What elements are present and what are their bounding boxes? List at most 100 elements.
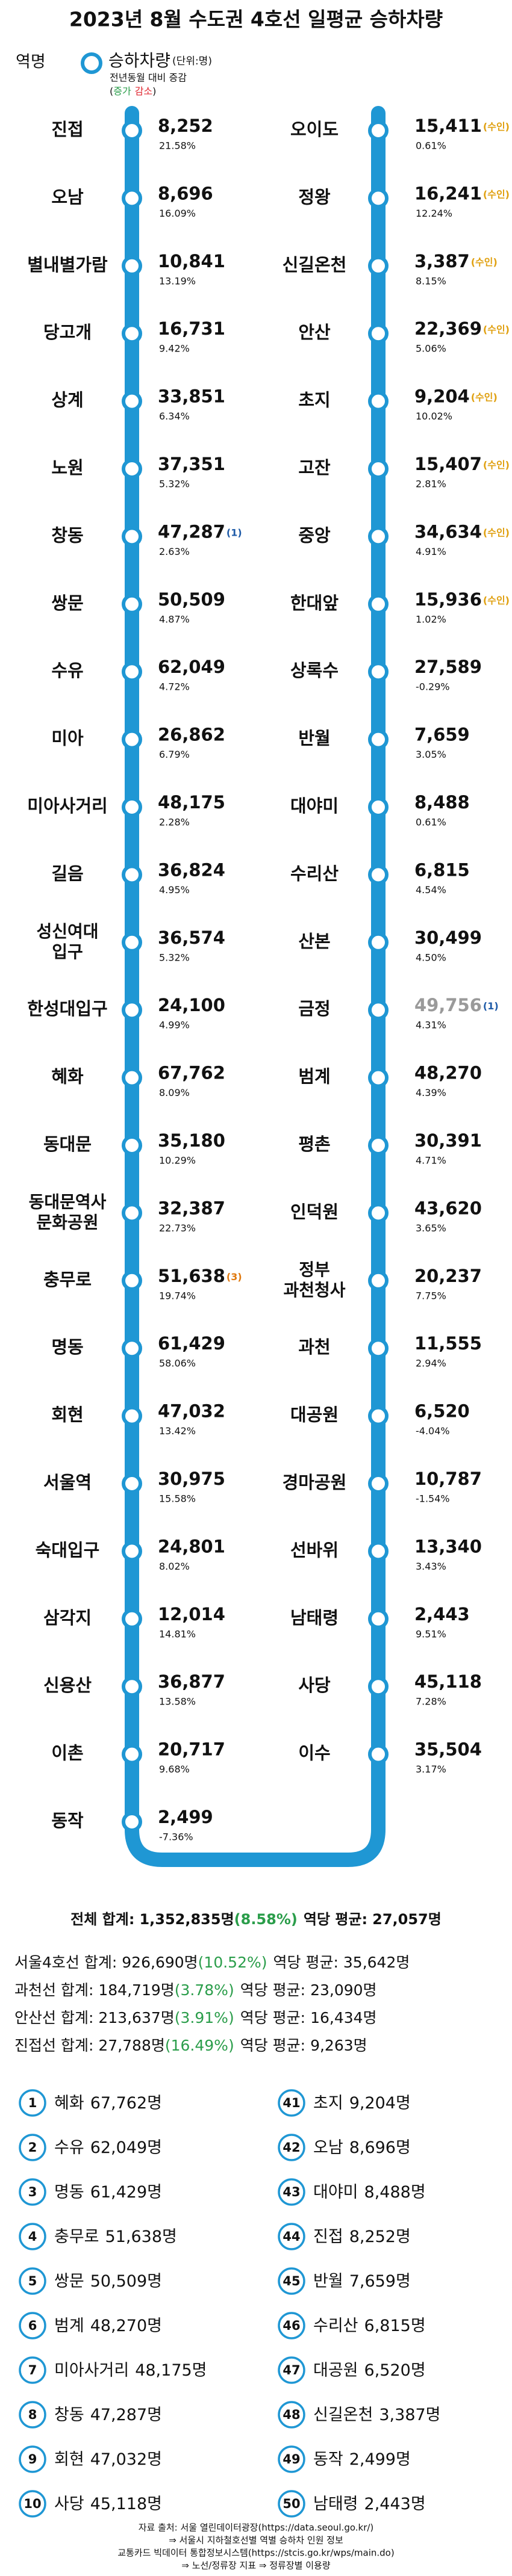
ridership: 8,252 [158, 116, 213, 136]
station-name: 신길온천 [283, 255, 347, 275]
summary-avg: 23,090명 [310, 1981, 376, 1999]
ridership: 27,589 [414, 657, 482, 677]
summary-change: (10.52%) [198, 1954, 267, 1971]
station-name: 오이도 [290, 119, 339, 140]
rank-entry: 혜화 67,762명 [54, 2094, 162, 2113]
ridership-note: (1) [483, 1000, 499, 1012]
rank-number: 44 [283, 2229, 300, 2244]
station-name: 미아사거리 [27, 796, 107, 816]
station-name: 남태령 [290, 1608, 339, 1628]
rank-badge [19, 2267, 46, 2295]
ridership-value: 37,351 [158, 454, 225, 474]
ridership: 43,620 [414, 1198, 482, 1218]
change-rate: 2.94% [416, 1358, 446, 1369]
change-rate: 5.06% [416, 343, 446, 355]
rank-badge [19, 2089, 46, 2117]
title: 2023년 8월 수도권 4호선 일평균 승하차량 [69, 8, 443, 31]
ridership-value: 8,488 [414, 792, 470, 813]
station-marker [122, 459, 142, 479]
ridership-value: 24,100 [158, 995, 225, 1015]
rank-number: 1 [28, 2096, 37, 2110]
rank-badge [278, 2178, 305, 2206]
summary-label: 서울4호선 합계: [14, 1954, 117, 1971]
summary-line: 안산선 합계: 213,637명(3.91%) 역당 평균: 16,434명 [14, 2009, 377, 2026]
subway-line [125, 106, 386, 1867]
ridership-value: 2,499 [158, 1807, 213, 1827]
ridership-value: 15,411 [414, 116, 482, 136]
ridership: 45,118 [414, 1671, 482, 1692]
rank-badge [278, 2356, 305, 2384]
ridership: 67,762 [158, 1063, 225, 1083]
ridership: 11,555 [414, 1333, 482, 1354]
rank-entry: 동작 2,499명 [313, 2450, 411, 2469]
rank-station: 초지 [313, 2094, 343, 2113]
ridership-value: 26,862 [158, 725, 225, 745]
rank-station: 수유 [54, 2138, 84, 2157]
change-rate: 4.87% [159, 613, 190, 625]
ridership-note: (수인) [471, 256, 498, 267]
legend-riders: 승하차량 (단위:명) [108, 51, 212, 70]
rank-riders: 62,049명 [90, 2138, 162, 2157]
station-marker [122, 1338, 142, 1359]
rank-entry: 초지 9,204명 [313, 2094, 411, 2113]
rank-riders: 9,204명 [349, 2094, 411, 2113]
station-marker [368, 593, 389, 615]
ridership: 22,369 (수인) [414, 318, 510, 339]
summary-sum: 926,690명 [122, 1954, 198, 1971]
change-rate: 4.50% [416, 952, 446, 963]
station-marker [368, 391, 389, 412]
summary-line: 과천선 합계: 184,719명(3.78%) 역당 평균: 23,090명 [14, 1981, 377, 1999]
station-marker [122, 932, 142, 953]
ridership: 10,787 [414, 1469, 482, 1489]
ridership: 12,014 [158, 1604, 225, 1624]
station-marker [122, 1203, 142, 1224]
change-rate: 3.43% [416, 1561, 446, 1572]
change-rate: 4.95% [159, 884, 190, 896]
ridership: 7,659 [414, 725, 470, 745]
ridership-value: 32,387 [158, 1198, 225, 1218]
change-rate: 0.61% [416, 140, 446, 152]
ridership-value: 8,696 [158, 183, 213, 203]
rank-station: 오남 [313, 2138, 343, 2157]
ridership-value: 48,270 [414, 1063, 482, 1083]
rank-riders: 2,499명 [349, 2450, 411, 2469]
ridership-value: 11,555 [414, 1333, 482, 1354]
ridership-value: 16,241 [414, 183, 482, 203]
ridership-value: 9,204 [414, 386, 470, 407]
station-marker [122, 188, 142, 209]
legend-increase: 증가 [113, 85, 131, 97]
ridership-value: 33,851 [158, 386, 225, 407]
rank-station: 회현 [54, 2450, 84, 2469]
rank-number: 50 [283, 2497, 300, 2511]
rank-station: 충무로 [54, 2228, 99, 2246]
ridership: 61,429 [158, 1333, 225, 1354]
station-name: 경마공원 [283, 1472, 347, 1493]
rank-station: 대공원 [313, 2361, 358, 2380]
change-rate: 3.05% [416, 749, 446, 760]
station-marker [368, 1473, 389, 1494]
ridership: 10,841 [158, 251, 225, 271]
change-rate: 4.91% [416, 546, 446, 557]
source-line: 자료 출처: 서울 열린데이터광장(https://data.seoul.go.… [139, 2522, 374, 2533]
ridership-value: 10,841 [158, 251, 225, 271]
ridership-value: 62,049 [158, 657, 225, 677]
station-marker [122, 1744, 142, 1765]
rank-entry: 쌍문 50,509명 [54, 2272, 162, 2291]
ridership: 47,032 [158, 1401, 225, 1422]
ridership: 3,387 (수인) [414, 251, 498, 271]
rank-badge [278, 2267, 305, 2295]
station-name: 대야미 [290, 796, 339, 816]
station-name: 수리산 [290, 863, 339, 884]
rank-number: 49 [283, 2452, 300, 2466]
change-rate: 6.34% [159, 410, 190, 422]
ridership: 16,241 (수인) [414, 183, 510, 203]
rank-number: 7 [28, 2363, 37, 2377]
station-marker [368, 255, 389, 276]
rank-riders: 8,252명 [349, 2228, 411, 2246]
change-rate: 21.58% [159, 140, 196, 152]
rank-entry: 대야미 8,488명 [313, 2183, 426, 2202]
station-name: 범계 [298, 1067, 330, 1087]
rank-riders: 6,520명 [364, 2361, 426, 2380]
ridership-value: 30,391 [414, 1130, 482, 1151]
ridership-value: 51,638 [158, 1266, 225, 1286]
